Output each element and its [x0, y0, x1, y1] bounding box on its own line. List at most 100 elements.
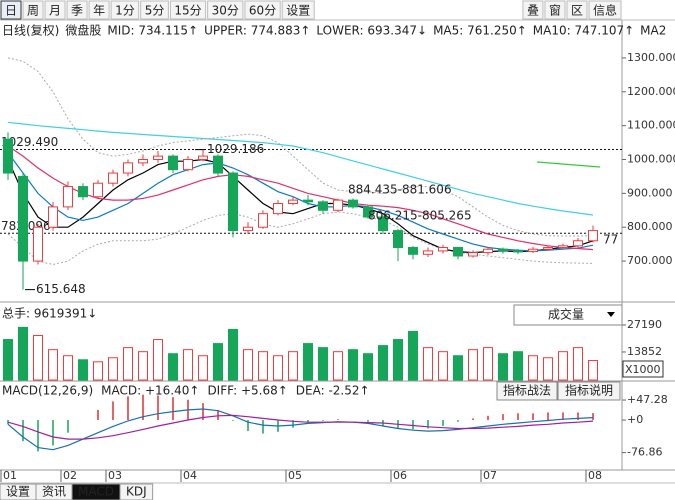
y-tick-label: -76.86: [627, 446, 662, 459]
y-tick-label: 1300.000: [627, 51, 675, 64]
toolbar-button[interactable]: [544, 0, 566, 20]
toolbar-button[interactable]: [169, 0, 207, 20]
tab-label[interactable]: 资讯: [42, 485, 66, 499]
toolbar-button[interactable]: [207, 0, 244, 20]
volume-bar: [588, 360, 598, 381]
candle-body: [18, 175, 28, 262]
toolbar-button-label[interactable]: 叠: [527, 4, 539, 18]
diff-line: [7, 408, 594, 451]
volume-bar: [333, 351, 343, 381]
macd-title: MACD(12,26,9): [2, 384, 93, 398]
candle-body: [483, 248, 493, 254]
toolbar-button-label[interactable]: 年: [93, 4, 105, 18]
tab-label[interactable]: MACD: [78, 485, 114, 499]
volume-bar: [393, 339, 403, 381]
toolbar-button[interactable]: [44, 0, 66, 20]
candle-body: [213, 155, 223, 174]
indicator-label: MID: 734.115↑: [107, 24, 198, 38]
volume-bar: [108, 357, 118, 381]
indicator-button[interactable]: [496, 381, 558, 401]
indicator-button-label[interactable]: 指标战法: [503, 383, 551, 398]
x-tick-label: 04: [183, 469, 197, 482]
toolbar-button-label[interactable]: 30分: [212, 4, 239, 18]
tab-label[interactable]: KDJ: [126, 485, 147, 499]
volume-bar: [138, 351, 148, 381]
candle-body: [138, 159, 148, 164]
volume-bar: [48, 349, 58, 381]
volume-selector[interactable]: [513, 304, 623, 326]
toolbar-button-label[interactable]: 信息: [593, 3, 617, 18]
toolbar-button-label[interactable]: 日: [5, 4, 17, 18]
indicator-label: MA5: 761.250↑: [433, 24, 527, 38]
tab[interactable]: [119, 483, 154, 500]
candle-body: [33, 226, 43, 262]
candle-body: [288, 199, 298, 205]
candle-body: [588, 230, 598, 242]
candle-body: [258, 213, 268, 228]
candle-body: [3, 138, 13, 174]
tab-label[interactable]: 设置: [6, 485, 30, 499]
indicator-button-label[interactable]: 指标说明: [565, 383, 613, 398]
candle-body: [543, 247, 553, 250]
level-label: 1029.490: [1, 135, 58, 149]
toolbar-button[interactable]: [66, 0, 88, 20]
volume-bar: [378, 345, 388, 381]
toolbar-button[interactable]: [110, 0, 140, 20]
toolbar-button-label[interactable]: 设置: [286, 4, 310, 18]
toolbar-button[interactable]: [588, 0, 622, 20]
volume-bar: [153, 339, 163, 381]
volume-bar: [93, 361, 103, 381]
macd-label: DEA: -2.52↑: [296, 384, 370, 398]
toolbar-button-label[interactable]: 区: [571, 4, 583, 18]
candle-body: [108, 172, 118, 184]
toolbar-button-label[interactable]: 月: [49, 4, 61, 18]
indicator-button[interactable]: [557, 381, 621, 401]
toolbar-button[interactable]: [140, 0, 169, 20]
volume-bar: [558, 351, 568, 381]
symbol-name: 微盘股: [65, 23, 101, 38]
candle-body: [78, 186, 88, 198]
volume-bar: [243, 349, 253, 381]
indicator-line: [7, 211, 594, 266]
volume-bar: [123, 347, 133, 381]
indicator-line: [7, 57, 594, 237]
volume-bar: [498, 353, 508, 381]
volume-bar: [213, 343, 223, 381]
volume-bar: [528, 355, 538, 381]
toolbar-button[interactable]: [88, 0, 110, 20]
volume-bar: [3, 339, 13, 381]
y-tick-label: +0: [627, 413, 643, 426]
range-annotation: 884.435-881.606: [348, 183, 452, 197]
volume-bar: [33, 334, 43, 381]
candle-body: [573, 240, 583, 247]
volume-selector-label[interactable]: 成交量: [548, 307, 584, 322]
x-tick-label: 05: [288, 469, 302, 482]
toolbar-button[interactable]: [281, 0, 315, 20]
x-tick-label: 08: [588, 469, 602, 482]
toolbar-button-label[interactable]: 5分: [145, 4, 165, 18]
candle-body: [123, 162, 133, 174]
y-tick-label: 1100.000: [627, 119, 675, 132]
candle-body: [198, 155, 208, 161]
toolbar-button-label[interactable]: 窗: [549, 4, 561, 18]
candle-body: [438, 247, 448, 252]
volume-bar: [363, 353, 373, 381]
toolbar-button[interactable]: [244, 0, 281, 20]
toolbar-button-label[interactable]: 季: [71, 4, 83, 18]
toolbar-button[interactable]: [522, 0, 544, 20]
toolbar-button[interactable]: [22, 0, 44, 20]
y-tick-label: 800.000: [627, 220, 673, 233]
candle-body: [513, 250, 523, 253]
y-tick-label: 900.000: [627, 186, 673, 199]
indicator-label: MA10: 747.107↑: [533, 24, 634, 38]
toolbar-button-label[interactable]: 15分: [174, 4, 201, 18]
toolbar-button-label[interactable]: 1分: [115, 4, 135, 18]
volume-bar: [168, 353, 178, 381]
toolbar-button[interactable]: [0, 0, 22, 20]
candle-body: [363, 206, 373, 218]
toolbar-button-label[interactable]: 60分: [249, 4, 276, 18]
candle-body: [303, 199, 313, 203]
toolbar-button[interactable]: [566, 0, 588, 20]
toolbar-button-label[interactable]: 周: [27, 4, 39, 18]
